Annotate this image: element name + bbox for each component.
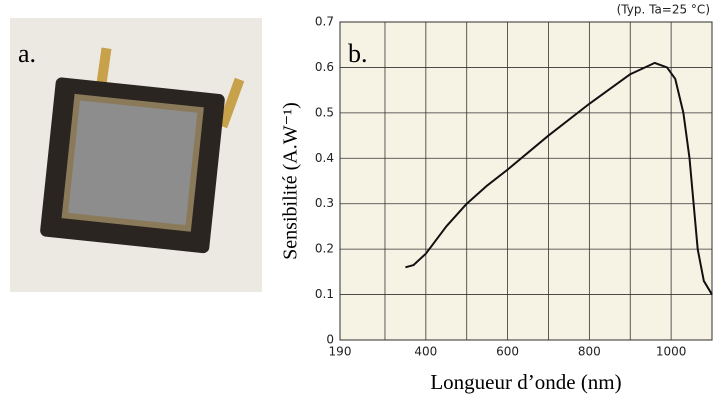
plot: 0 0.1 0.2 0.3 0.4 0.5 0.6 0.7 190 400 600 800 1000 — [315, 15, 713, 359]
y-tick-label: 0.3 — [315, 196, 334, 210]
annotation: (Typ. Ta=25 °C) — [617, 3, 710, 17]
y-tick-label: 0.1 — [315, 287, 334, 301]
y-tick-label: 0 — [326, 333, 334, 347]
data-line — [405, 61, 713, 296]
x-tick-label: 600 — [496, 345, 519, 359]
x-axis-label: Longueur d’onde (nm) — [430, 370, 621, 394]
y-tick-label: 0.7 — [315, 15, 334, 29]
y-tick-label: 0.5 — [315, 105, 334, 119]
panel-label: a. — [18, 39, 36, 68]
panel-label: b. — [348, 39, 368, 68]
y-tick-label: 0.2 — [315, 242, 334, 256]
x-tick-label: 190 — [329, 345, 352, 359]
x-tick-label: 1000 — [656, 345, 687, 359]
y-axis-label: Sensibilité (A.W⁻¹) — [280, 102, 302, 260]
x-tick-label: 800 — [578, 345, 601, 359]
photo: a. — [10, 18, 262, 292]
y-tick-label: 0.4 — [315, 151, 334, 165]
x-tick-label: 400 — [414, 345, 437, 359]
plot-area — [339, 21, 713, 341]
y-tick-label: 0.6 — [315, 60, 334, 74]
